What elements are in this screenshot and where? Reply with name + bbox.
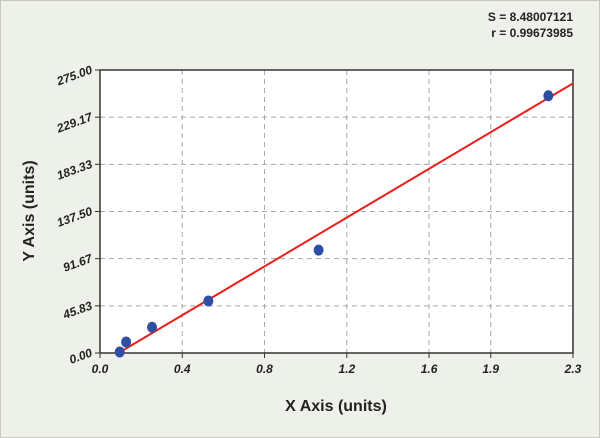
annotation: S = 8.48007121: [488, 10, 573, 24]
y-axis-title: Y Axis (units): [21, 160, 38, 261]
data-point: [121, 336, 132, 348]
x-tick-label: 0.0: [92, 362, 109, 376]
data-point: [147, 321, 158, 333]
x-tick-label: 2.3: [564, 362, 582, 376]
data-point: [203, 295, 214, 307]
data-point: [543, 90, 554, 102]
data-point: [114, 346, 125, 358]
x-axis-title: X Axis (units): [285, 398, 387, 415]
plot-border: [99, 69, 574, 354]
x-tick-label: 0.4: [174, 362, 191, 376]
annotation: r = 0.99673985: [491, 26, 573, 40]
x-tick-label: 1.6: [421, 362, 438, 376]
x-tick-label: 1.2: [338, 362, 355, 376]
fit-line: [117, 82, 574, 354]
x-tick-label: 1.9: [482, 362, 499, 376]
data-point: [313, 244, 324, 256]
x-tick-label: 0.8: [256, 362, 273, 376]
